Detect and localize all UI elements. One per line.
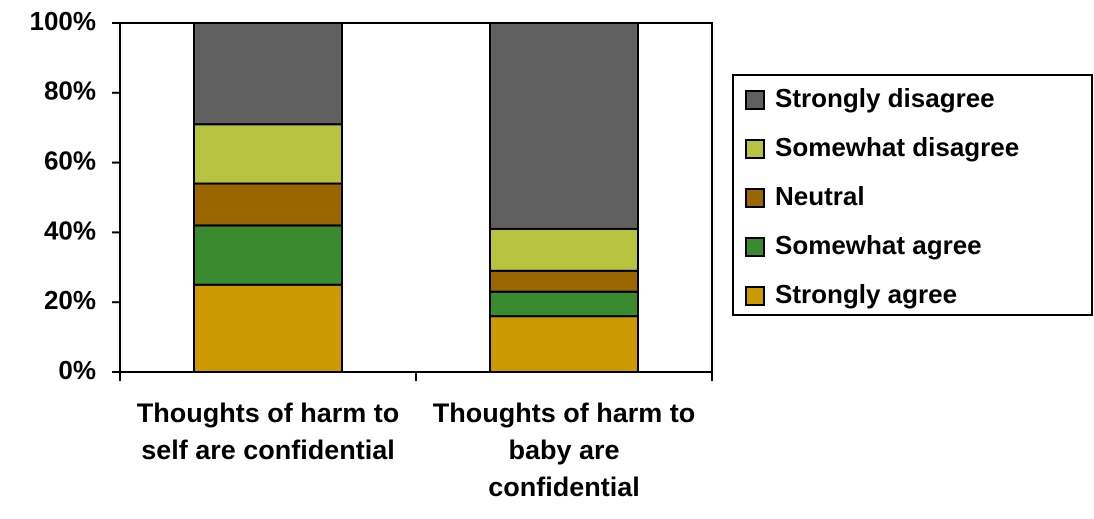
bar-segment xyxy=(489,227,639,272)
y-tick-label: 80% xyxy=(44,76,96,106)
bar-segment xyxy=(489,269,639,293)
legend-label: Strongly agree xyxy=(775,279,957,309)
bar-segment xyxy=(489,290,639,318)
y-tick-label: 40% xyxy=(44,215,96,245)
x-tick-label: Thoughts of harm to baby are confidentia… xyxy=(432,398,696,502)
legend-swatch xyxy=(745,286,765,306)
legend-swatch xyxy=(745,237,765,257)
y-tick-label: 0% xyxy=(58,355,96,385)
bar-segment xyxy=(489,22,639,230)
legend-label: Strongly disagree xyxy=(775,83,995,113)
bar-segment xyxy=(193,22,343,126)
y-tick-label: 100% xyxy=(30,6,97,36)
bar-segment xyxy=(489,315,639,374)
x-tick-label: Thoughts of harm to self are confidentia… xyxy=(136,398,400,465)
legend-swatch xyxy=(745,90,765,110)
legend-label: Neutral xyxy=(775,181,865,211)
legend-box xyxy=(732,74,1093,316)
y-tick-label: 20% xyxy=(44,285,96,315)
legend-label: Somewhat agree xyxy=(775,230,982,260)
bar-segment xyxy=(193,182,343,227)
bar-segment xyxy=(193,123,343,185)
legend-swatch xyxy=(745,139,765,159)
legend-label: Somewhat disagree xyxy=(775,132,1019,162)
bar-segment xyxy=(193,224,343,286)
y-tick-label: 60% xyxy=(44,145,96,175)
bar-segment xyxy=(193,283,343,373)
legend-swatch xyxy=(745,188,765,208)
